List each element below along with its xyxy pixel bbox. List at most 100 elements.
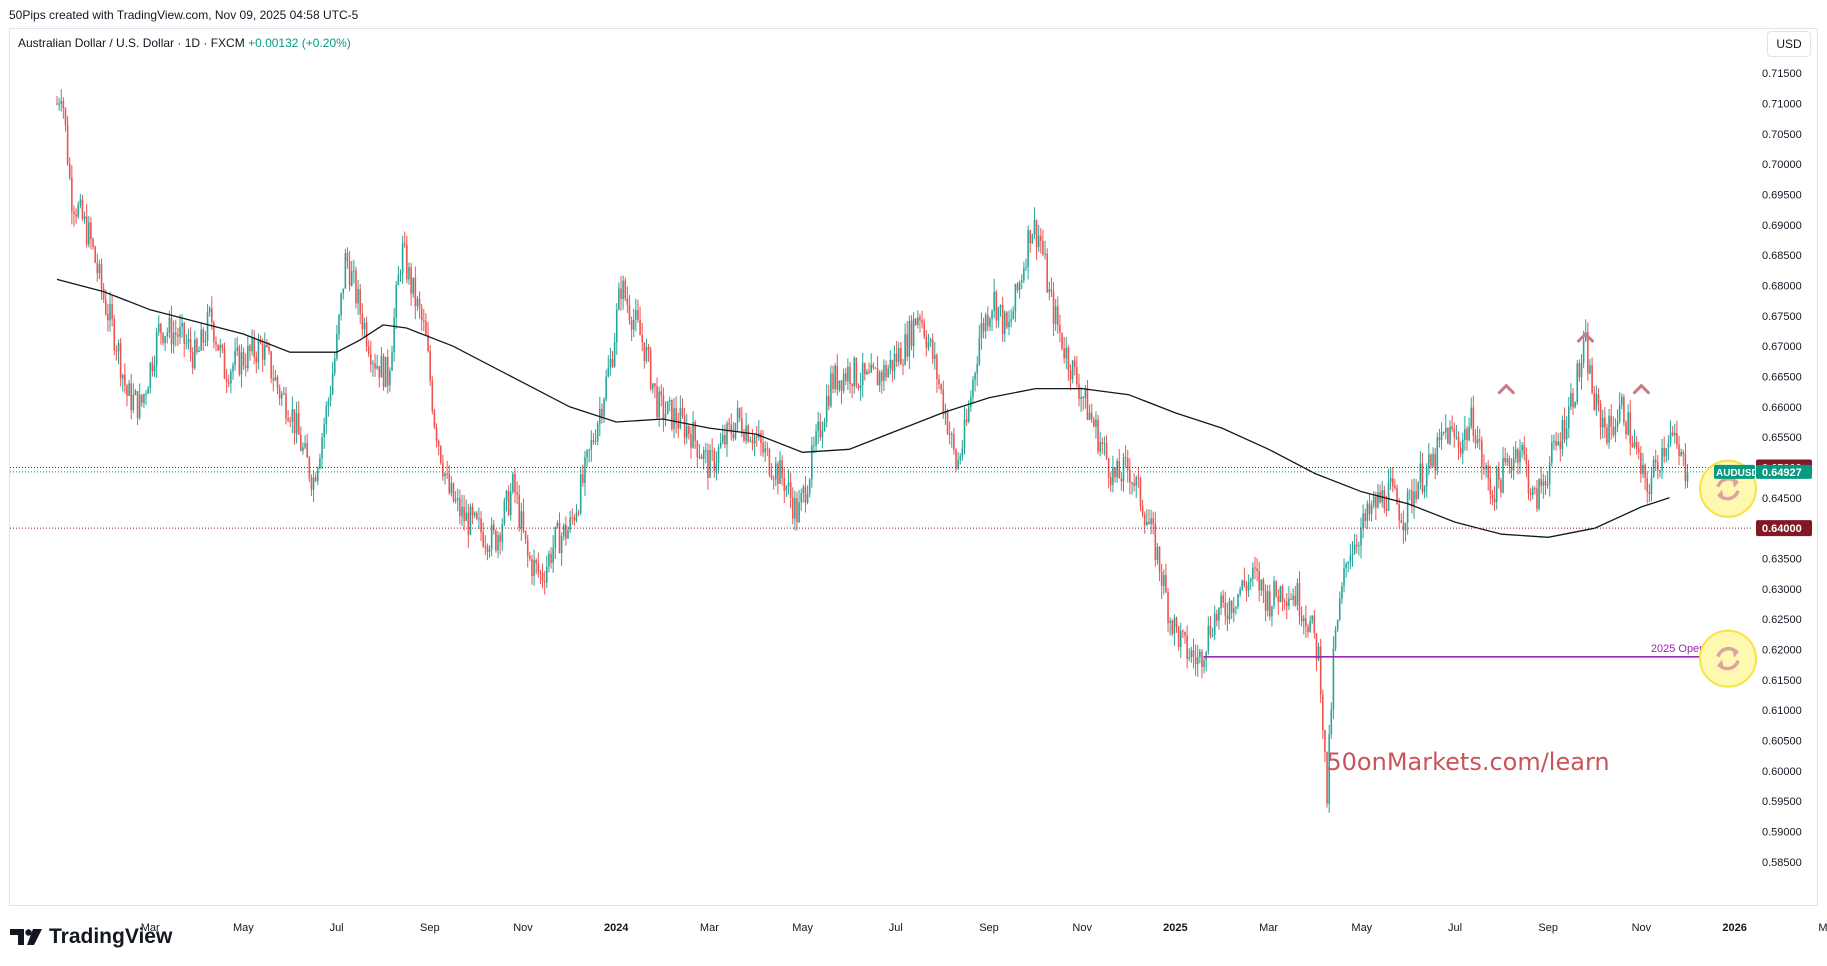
candle-body <box>582 474 584 484</box>
candle-body <box>927 342 930 348</box>
candle-body <box>1567 406 1570 429</box>
time-tick-label: May <box>233 922 254 934</box>
candlestick-series <box>56 89 1689 813</box>
candle-body <box>1090 412 1093 420</box>
candle-body <box>1623 396 1625 423</box>
candle-body <box>202 329 205 343</box>
candle-body <box>1332 648 1335 710</box>
candle-body <box>361 313 364 330</box>
candle-body <box>1171 620 1174 634</box>
candle-body <box>1381 490 1383 503</box>
candle-body <box>1031 234 1034 244</box>
candle-body <box>849 366 851 384</box>
candle-body <box>1175 617 1178 627</box>
candle-body <box>1654 459 1657 463</box>
candle-body <box>75 213 77 217</box>
candle-body <box>1470 407 1473 427</box>
candle-body <box>1343 567 1345 586</box>
candle-body <box>639 319 641 336</box>
candle-body <box>804 486 807 503</box>
candle-body <box>444 473 446 477</box>
candle-body <box>448 473 451 494</box>
candle-body <box>1591 365 1593 393</box>
candle-body <box>83 216 86 220</box>
candle-body <box>1375 496 1377 508</box>
candle-body <box>1334 629 1337 649</box>
candle-body <box>1345 563 1347 568</box>
candle-body <box>1529 493 1532 495</box>
candle-body <box>1124 457 1127 459</box>
candle-body <box>1400 520 1403 523</box>
candle-body <box>234 350 236 366</box>
candle-body <box>1572 392 1574 408</box>
candle-body <box>94 246 96 263</box>
candle-body <box>857 385 860 389</box>
time-tick-label: Nov <box>1632 922 1652 934</box>
price-tick-label: 0.61500 <box>1762 675 1802 687</box>
candle-body <box>1279 586 1282 603</box>
candle-body <box>794 498 796 519</box>
candle-body <box>433 410 436 428</box>
candle-body <box>590 440 593 450</box>
candle-body <box>1143 514 1146 526</box>
candle-body <box>285 393 287 419</box>
candle-body <box>560 536 563 554</box>
candle-body <box>85 216 88 245</box>
candle-body <box>751 440 754 444</box>
candle-body <box>490 524 493 550</box>
candle-body <box>104 299 107 314</box>
candle-body <box>1084 388 1087 399</box>
candle-body <box>469 506 472 535</box>
candle-body <box>596 423 599 441</box>
candle-body <box>548 553 550 567</box>
pivot-caret-icon <box>1497 383 1515 395</box>
candle-body <box>891 359 894 371</box>
candle-body <box>709 450 711 478</box>
candle-body <box>1296 583 1299 606</box>
currency-button[interactable]: USD <box>1767 31 1811 57</box>
candle-body <box>914 318 917 325</box>
price-tick-label: 0.67000 <box>1762 341 1802 353</box>
candle-body <box>690 433 692 448</box>
price-tick-label: 0.70500 <box>1762 129 1802 141</box>
candle-body <box>934 355 936 359</box>
candle-body <box>1593 392 1596 410</box>
price-tick-label: 0.71500 <box>1762 68 1802 80</box>
candle-body <box>376 366 378 369</box>
candle-body <box>1570 392 1572 407</box>
candle-body <box>1241 580 1244 590</box>
candle-body <box>1508 458 1511 466</box>
candle-body <box>556 522 559 527</box>
candle-body <box>497 534 499 551</box>
candle-body <box>783 477 786 491</box>
candle-body <box>912 318 915 347</box>
price-tick-label: 0.67500 <box>1762 311 1802 323</box>
candle-body <box>1078 384 1080 399</box>
candle-body <box>1360 527 1362 546</box>
candle-body <box>808 479 811 494</box>
candle-body <box>931 339 934 359</box>
candle-body <box>62 101 65 109</box>
candle-body <box>562 524 565 537</box>
candle-body <box>365 322 368 347</box>
candle-body <box>68 163 71 178</box>
candle-body <box>1449 426 1451 444</box>
candle-body <box>367 346 370 354</box>
candle-body <box>259 340 262 344</box>
candle-body <box>694 422 697 441</box>
candle-body <box>978 338 981 364</box>
candle-body <box>261 343 264 360</box>
candle-body <box>1305 618 1307 627</box>
candle-body <box>1076 366 1078 385</box>
candle-body <box>1394 485 1396 488</box>
candle-body <box>1483 467 1485 470</box>
candle-body <box>925 336 928 348</box>
candle-body <box>473 512 476 516</box>
symbol-legend[interactable]: Australian Dollar / U.S. Dollar · 1D · F… <box>18 36 351 50</box>
candle-body <box>760 433 762 443</box>
candle-body <box>1686 471 1689 482</box>
candle-body <box>1131 482 1133 484</box>
tradingview-brand[interactable]: TradingView <box>10 925 172 949</box>
candle-body <box>967 406 970 422</box>
